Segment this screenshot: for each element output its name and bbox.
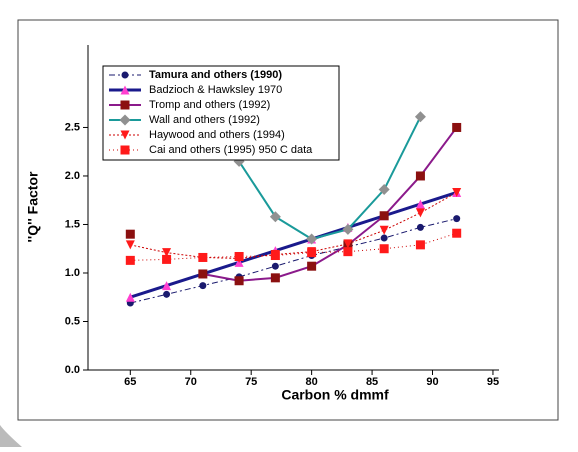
legend-label: Cai and others (1995) 950 C data	[149, 144, 313, 156]
data-point	[379, 244, 389, 254]
data-point	[307, 248, 317, 258]
legend-label: Tamura and others (1990)	[149, 69, 282, 81]
corner	[0, 425, 22, 447]
legend-label: Badzioch & Hawksley 1970	[149, 84, 282, 96]
legend-label: Wall and others (1992)	[149, 114, 260, 126]
legend-label: Haywood and others (1994)	[149, 129, 285, 141]
data-point	[415, 240, 425, 250]
data-point	[414, 111, 426, 123]
data-point	[162, 254, 172, 264]
data-point	[379, 211, 389, 221]
data-point	[343, 247, 353, 257]
data-point	[271, 262, 279, 270]
data-point	[452, 228, 462, 238]
y-axis-label: ''Q'' Factor	[25, 171, 41, 242]
x-tick-label: 65	[124, 376, 136, 388]
series-line	[129, 191, 458, 299]
data-point	[306, 233, 318, 245]
series-line	[238, 116, 422, 241]
data-point	[198, 269, 208, 279]
frame	[17, 19, 559, 421]
legend-marker	[120, 100, 130, 110]
y-tick-label: 1.0	[65, 267, 80, 279]
data-point	[162, 281, 172, 291]
legend-marker	[120, 145, 130, 155]
legend-box	[102, 65, 340, 161]
series-line	[130, 232, 457, 261]
legend-marker	[121, 71, 129, 79]
data-point	[342, 223, 354, 235]
x-tick-label: 70	[185, 376, 197, 388]
x-tick-label: 80	[306, 376, 318, 388]
x-tick-label: 85	[366, 376, 378, 388]
data-point	[162, 248, 172, 258]
data-point	[125, 292, 135, 302]
x-tick-label: 90	[426, 376, 438, 388]
data-point	[453, 215, 461, 223]
legend-marker	[119, 114, 131, 126]
data-point	[125, 255, 135, 265]
series-line	[202, 126, 458, 282]
data-point	[307, 261, 317, 271]
data-point	[198, 252, 208, 262]
legend-label: Tromp and others (1992)	[149, 99, 270, 111]
data-point	[269, 211, 281, 223]
x-axis-label: Carbon % dmmf	[281, 387, 389, 403]
data-point	[343, 239, 353, 249]
y-tick-label: 1.5	[65, 218, 80, 230]
data-point	[378, 184, 390, 196]
data-point	[415, 199, 425, 209]
legend-marker	[120, 130, 130, 140]
data-point	[415, 171, 425, 181]
y-tick-label: 0.0	[65, 364, 80, 376]
x-tick-label: 95	[487, 376, 499, 388]
data-point	[199, 282, 207, 290]
data-point	[379, 225, 389, 235]
data-point	[234, 251, 244, 261]
y-tick-label: 2.0	[65, 170, 80, 182]
data-point	[125, 229, 135, 239]
data-point	[270, 273, 280, 283]
data-point	[380, 234, 388, 242]
data-point	[163, 290, 171, 298]
data-point	[234, 276, 244, 286]
data-point	[416, 223, 424, 231]
data-point	[452, 122, 462, 132]
series-line	[130, 192, 457, 259]
data-point	[415, 208, 425, 218]
legend-marker	[120, 85, 130, 95]
y-tick-label: 0.5	[65, 315, 80, 327]
series-line	[130, 218, 457, 304]
data-point	[270, 251, 280, 261]
data-point	[452, 187, 462, 197]
data-point	[125, 240, 135, 250]
x-tick-label: 75	[245, 376, 257, 388]
y-tick-label: 2.5	[65, 121, 80, 133]
